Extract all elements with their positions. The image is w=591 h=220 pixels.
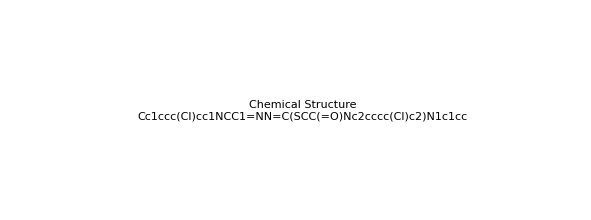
Text: Chemical Structure
Cc1ccc(Cl)cc1NCC1=NN=C(SCC(=O)Nc2cccc(Cl)c2)N1c1cc: Chemical Structure Cc1ccc(Cl)cc1NCC1=NN=… bbox=[138, 100, 468, 122]
